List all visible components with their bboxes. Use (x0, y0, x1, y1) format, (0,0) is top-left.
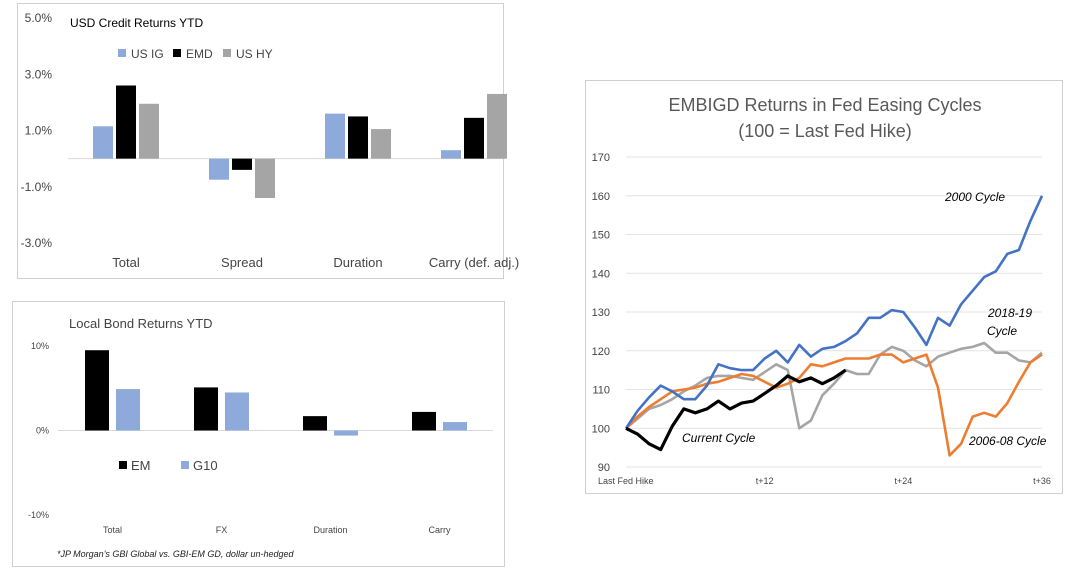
bar-emd (464, 117, 484, 159)
bar-em (85, 350, 109, 431)
bar-g10 (225, 392, 249, 431)
category-label: Carry (def. adj.) (429, 255, 519, 270)
legend-swatch (173, 49, 181, 57)
chart-title: USD Credit Returns YTD (70, 16, 203, 30)
bar-us-ig (325, 113, 345, 159)
series-line-2018-19-cycle (625, 341, 1043, 430)
series-annotation: Current Cycle (682, 431, 756, 445)
legend-label: EMD (186, 47, 213, 61)
legend-label: US HY (236, 47, 273, 61)
x-tick-label: t+24 (894, 476, 912, 486)
y-tick-label: 3.0% (25, 67, 53, 81)
bar-us-ig (93, 126, 113, 159)
x-tick-label: Last Fed Hike (598, 476, 654, 486)
category-label: FX (216, 525, 228, 535)
y-tick-label: 10% (31, 341, 49, 351)
y-tick-label: 160 (592, 191, 610, 203)
category-label: Total (112, 255, 140, 270)
usd-credit-returns-panel: USD Credit Returns YTD 5.0% 3.0% 1.0% -1.0% -… (17, 3, 520, 279)
y-tick-label: 120 (592, 346, 610, 358)
legend-swatch (119, 461, 127, 469)
bar-emd (232, 158, 252, 170)
bar-em (412, 411, 436, 431)
y-tick-label: 140 (592, 268, 610, 280)
y-tick-label: -10% (28, 510, 49, 520)
y-tick-label: 130 (592, 307, 610, 319)
series-annotation: 2018-19 (987, 306, 1032, 320)
legend-swatch (181, 461, 189, 469)
bar-us-ig (441, 150, 461, 159)
bar-em (194, 387, 218, 431)
bar-us-hy (487, 93, 507, 159)
y-tick-label: 150 (592, 230, 610, 242)
embigd-returns-chart: EMBIGD Returns in Fed Easing Cycles (100 … (592, 95, 1051, 486)
category-label: Carry (429, 525, 451, 535)
chart-subtitle: (100 = Last Fed Hike) (738, 121, 912, 141)
y-tick-label: 100 (592, 423, 610, 435)
footnote: *JP Morgan's GBI Global vs. GBI-EM GD, d… (57, 549, 294, 559)
y-tick-label: 0% (36, 426, 49, 436)
bar-emd (116, 85, 136, 159)
y-tick-label: 90 (598, 462, 610, 474)
y-tick-label: 170 (592, 152, 610, 164)
bar-us-hy (255, 158, 275, 198)
y-tick-label: 1.0% (25, 124, 53, 138)
bar-us-hy (139, 103, 159, 159)
local-bond-returns-panel: Local Bond Returns YTD 10% 0% -10% Total FX Du… (12, 301, 505, 567)
category-label: Total (103, 525, 122, 535)
category-label: Duration (333, 255, 382, 270)
series-annotation: Cycle (987, 324, 1017, 338)
category-label: Duration (313, 525, 347, 535)
bar-us-hy (371, 129, 391, 159)
bar-emd (348, 116, 368, 159)
series-line-current-cycle (625, 368, 847, 452)
x-tick-label: t+36 (1033, 476, 1051, 486)
y-tick-label: -3.0% (21, 236, 53, 250)
legend-swatch (223, 49, 231, 57)
local-bond-returns-chart: Local Bond Returns YTD 10% 0% -10% Total FX Du… (28, 316, 493, 559)
legend-label: EM (131, 458, 151, 473)
y-tick-label: -1.0% (21, 180, 53, 194)
bar-us-ig (209, 158, 229, 180)
series-line-2006-08-cycle (625, 353, 1043, 457)
bar-em (303, 416, 327, 431)
series-line-2000-cycle (624, 195, 1044, 430)
chart-title: EMBIGD Returns in Fed Easing Cycles (668, 95, 981, 115)
bar-g10 (116, 389, 140, 431)
y-tick-label: 5.0% (25, 11, 53, 25)
chart-title: Local Bond Returns YTD (69, 316, 213, 331)
bar-g10 (334, 430, 358, 436)
usd-credit-returns-chart: USD Credit Returns YTD 5.0% 3.0% 1.0% -1.0% -… (21, 11, 520, 270)
series-annotation: 2000 Cycle (944, 190, 1005, 204)
series-annotation: 2006-08 Cycle (968, 434, 1047, 448)
x-tick-label: t+12 (756, 476, 774, 486)
legend-swatch (118, 49, 126, 57)
bar-g10 (443, 422, 467, 431)
embigd-returns-panel: EMBIGD Returns in Fed Easing Cycles (100 … (585, 80, 1063, 494)
category-label: Spread (221, 255, 263, 270)
y-tick-label: 110 (592, 385, 610, 397)
legend-label: G10 (193, 458, 218, 473)
legend-label: US IG (131, 47, 164, 61)
